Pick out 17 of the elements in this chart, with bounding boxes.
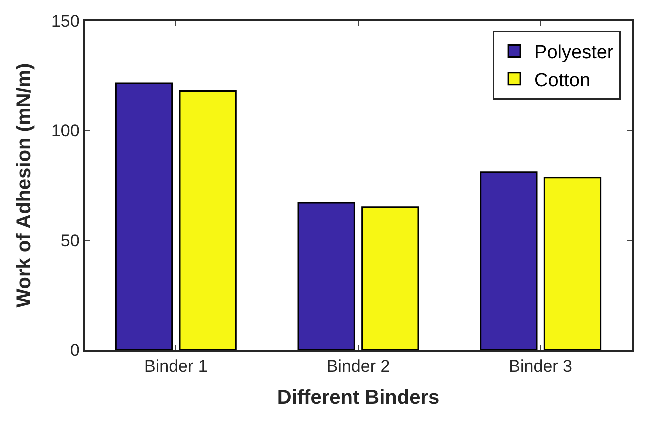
x-tick-label: Binder 3	[509, 357, 572, 376]
bar	[544, 177, 602, 350]
legend-label: Cotton	[534, 70, 591, 92]
y-tick-label: 150	[51, 12, 80, 31]
bar	[179, 90, 237, 350]
x-axis-title: Different Binders	[277, 387, 440, 410]
legend-label: Polyester	[534, 42, 614, 64]
y-tick-label: 100	[51, 122, 80, 141]
y-axis-title: Work of Adhesion (mN/m)	[13, 63, 36, 308]
bar	[480, 172, 538, 350]
y-tick-label: 0	[70, 340, 80, 360]
y-tick-label: 50	[60, 231, 80, 250]
bar	[298, 202, 356, 350]
x-tick-label: Binder 1	[144, 357, 208, 376]
bar	[115, 82, 174, 350]
x-tick-label: Binder 2	[326, 357, 390, 376]
bar	[362, 206, 420, 350]
